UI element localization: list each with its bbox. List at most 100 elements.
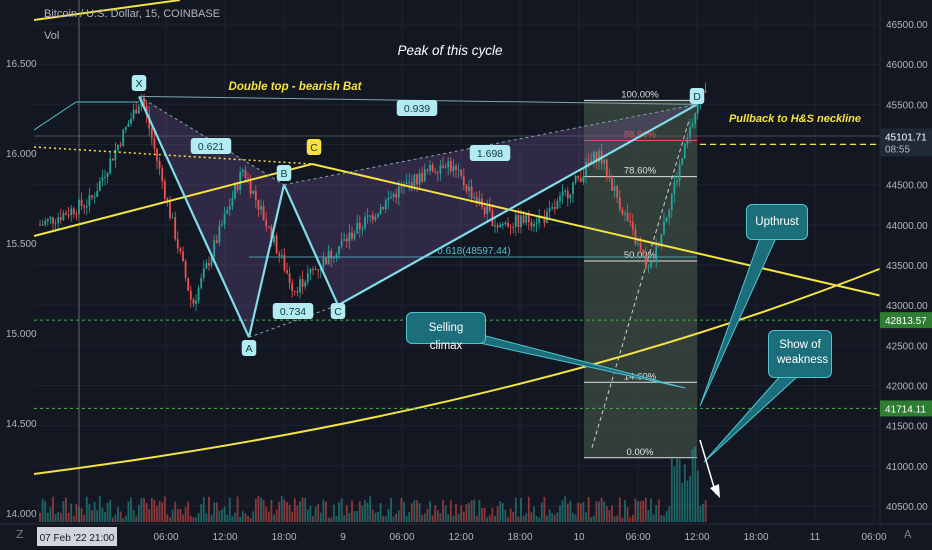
candle-body xyxy=(676,180,678,183)
volume-bar xyxy=(169,517,171,522)
candle-body xyxy=(254,190,257,200)
candle-body xyxy=(579,178,582,182)
candle-body xyxy=(241,169,244,172)
volume-bar xyxy=(106,502,109,522)
candle-body xyxy=(104,176,106,178)
candle-body xyxy=(46,218,49,222)
right-axis-tick: 46500.00 xyxy=(886,20,928,31)
volume-bar xyxy=(59,512,62,522)
candle-body xyxy=(228,206,231,210)
left-axis-tick: 14.500 xyxy=(6,419,37,430)
volume-bar xyxy=(296,505,299,522)
candle-body xyxy=(169,200,171,218)
candle-body xyxy=(442,165,444,168)
candle-body xyxy=(106,173,109,177)
volume-bar xyxy=(629,517,632,522)
candle-body xyxy=(611,177,613,191)
volume-bar xyxy=(585,512,587,522)
price-badge xyxy=(880,128,932,157)
candle-body xyxy=(496,225,499,228)
candle-body xyxy=(171,217,174,219)
yellow-support-curve xyxy=(33,267,883,475)
candle-body xyxy=(468,186,470,192)
yellow-trendline-rising xyxy=(33,163,313,237)
candle-body xyxy=(283,254,286,271)
volume-indicator-label: Vol xyxy=(44,30,60,42)
yellow-dotted-line xyxy=(33,146,313,165)
volume-bar xyxy=(101,507,104,522)
pattern-leg xyxy=(282,184,340,306)
candle-body xyxy=(124,126,127,130)
volume-bar xyxy=(356,511,359,522)
pattern-point-a-box xyxy=(241,340,257,356)
volume-bar xyxy=(460,505,463,522)
volume-bar xyxy=(174,501,177,522)
right-axis-tick: 44000.00 xyxy=(886,221,928,232)
timezone-z-icon[interactable]: Z xyxy=(16,528,24,541)
pattern-ratio-label-box xyxy=(272,303,314,319)
pattern-point-c-yellow: C xyxy=(310,142,318,154)
volume-bar xyxy=(247,515,249,522)
volume-bar xyxy=(553,514,556,522)
volume-bar xyxy=(613,516,616,522)
volume-bar xyxy=(626,507,629,522)
time-axis-tick: 18:00 xyxy=(507,532,532,543)
volume-bar xyxy=(312,515,314,522)
volume-bar xyxy=(192,517,195,522)
volume-bar xyxy=(130,497,132,522)
candle-body xyxy=(187,277,190,291)
volume-bar xyxy=(639,500,642,522)
right-axis-tick: 41000.00 xyxy=(886,462,928,473)
candle-body xyxy=(306,273,309,283)
candle-body xyxy=(642,250,645,255)
volume-bar xyxy=(54,513,57,522)
volume-bar xyxy=(689,475,691,522)
volume-bar xyxy=(587,497,590,522)
candle-body xyxy=(166,198,169,201)
volume-bar xyxy=(338,502,340,522)
candle-body xyxy=(569,194,572,199)
candle-body xyxy=(686,137,689,144)
auto-scale-icon[interactable]: A xyxy=(904,528,912,541)
volume-bar xyxy=(455,503,457,522)
volume-bar xyxy=(366,502,369,522)
volume-bar xyxy=(70,503,73,522)
volume-bar xyxy=(182,514,184,522)
volume-bar xyxy=(429,501,431,522)
fib-level-label: 50.00% xyxy=(624,250,657,261)
volume-bar xyxy=(267,511,270,522)
candle-body xyxy=(574,175,577,183)
time-axis-tick: 11 xyxy=(810,532,821,543)
volume-bar xyxy=(343,515,346,522)
candle-body xyxy=(644,254,647,269)
time-axis-tick: 06:00 xyxy=(625,532,650,543)
volume-bar xyxy=(184,506,187,522)
candle-body xyxy=(150,128,153,139)
volume-bar xyxy=(556,512,559,522)
pattern-bd-line xyxy=(283,103,698,186)
candle-body xyxy=(621,209,624,215)
fib-level-label: 78.60% xyxy=(624,166,657,177)
volume-bar xyxy=(397,510,400,522)
price-badge-value: 45101.71 xyxy=(885,132,927,143)
volume-bar xyxy=(325,501,327,522)
candle-body xyxy=(127,123,130,127)
volume-bar xyxy=(624,500,626,522)
candle-body xyxy=(551,206,554,209)
candle-body xyxy=(582,175,585,182)
candle-body xyxy=(184,261,187,278)
volume-bar xyxy=(213,502,216,522)
candle-body xyxy=(665,217,668,222)
volume-bar xyxy=(574,514,577,522)
volume-bar xyxy=(384,516,387,522)
left-axis-tick: 16.500 xyxy=(6,59,37,70)
time-axis-tick: 18:00 xyxy=(743,532,768,543)
volume-bar xyxy=(301,497,304,522)
candle-body xyxy=(366,215,369,218)
pattern-ratio-label: 0.939 xyxy=(404,103,430,115)
volume-bar xyxy=(431,515,434,522)
candle-body xyxy=(673,182,676,195)
candle-body xyxy=(314,269,317,271)
